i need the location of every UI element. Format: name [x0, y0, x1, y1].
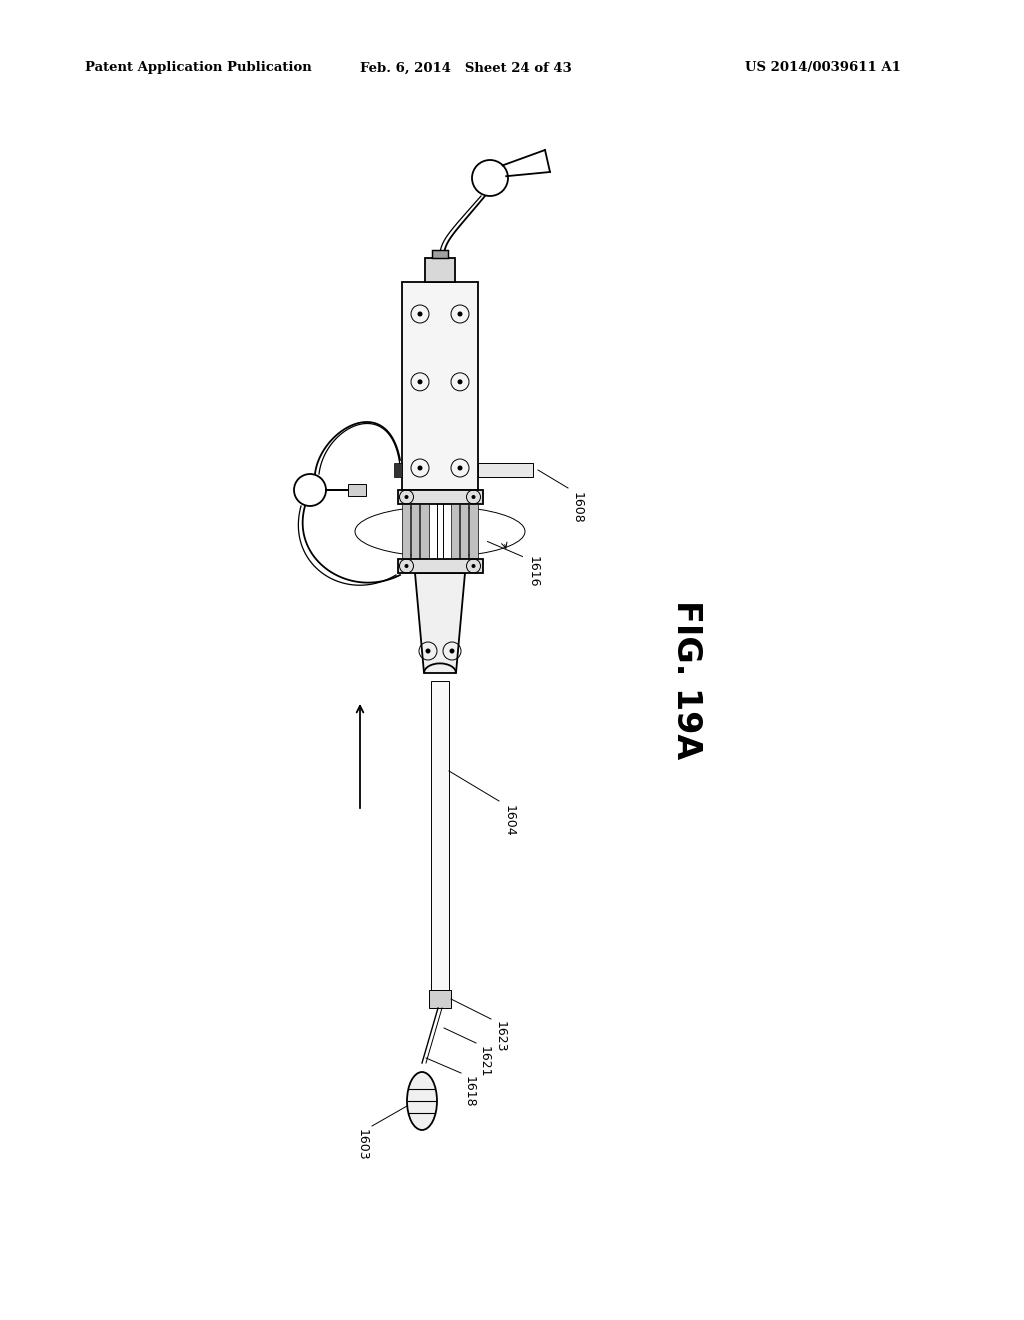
Bar [397, 558, 482, 573]
Bar [401, 504, 410, 558]
Circle shape [404, 495, 409, 499]
Circle shape [458, 379, 463, 384]
Circle shape [458, 312, 463, 317]
Text: 1618: 1618 [463, 1076, 476, 1107]
Bar [432, 249, 449, 257]
Bar [402, 282, 478, 490]
Text: 1603: 1603 [356, 1129, 369, 1160]
Ellipse shape [407, 1072, 437, 1130]
Circle shape [471, 495, 475, 499]
Circle shape [471, 564, 475, 568]
Text: FIG. 19A: FIG. 19A [670, 601, 703, 759]
Bar [420, 504, 428, 558]
Text: US 2014/0039611 A1: US 2014/0039611 A1 [745, 62, 901, 74]
Bar [451, 504, 459, 558]
Circle shape [418, 466, 423, 470]
Text: Patent Application Publication: Patent Application Publication [85, 62, 311, 74]
Bar [411, 504, 419, 558]
Bar [429, 990, 451, 1008]
Polygon shape [415, 573, 465, 673]
Bar [460, 504, 468, 558]
Bar [425, 257, 455, 282]
Bar [478, 463, 534, 477]
Circle shape [418, 312, 423, 317]
Text: 1608: 1608 [571, 492, 584, 524]
Text: 1621: 1621 [478, 1045, 490, 1077]
Text: 1604: 1604 [503, 805, 516, 837]
Bar [394, 463, 402, 477]
Bar [397, 490, 482, 504]
Bar [431, 681, 449, 990]
Circle shape [450, 648, 455, 653]
Text: 1616: 1616 [526, 557, 540, 587]
Bar [469, 504, 477, 558]
Circle shape [418, 379, 423, 384]
Text: Feb. 6, 2014   Sheet 24 of 43: Feb. 6, 2014 Sheet 24 of 43 [360, 62, 571, 74]
Bar [348, 484, 366, 496]
Circle shape [404, 564, 409, 568]
Text: 1623: 1623 [494, 1020, 507, 1052]
Circle shape [458, 466, 463, 470]
Circle shape [426, 648, 430, 653]
